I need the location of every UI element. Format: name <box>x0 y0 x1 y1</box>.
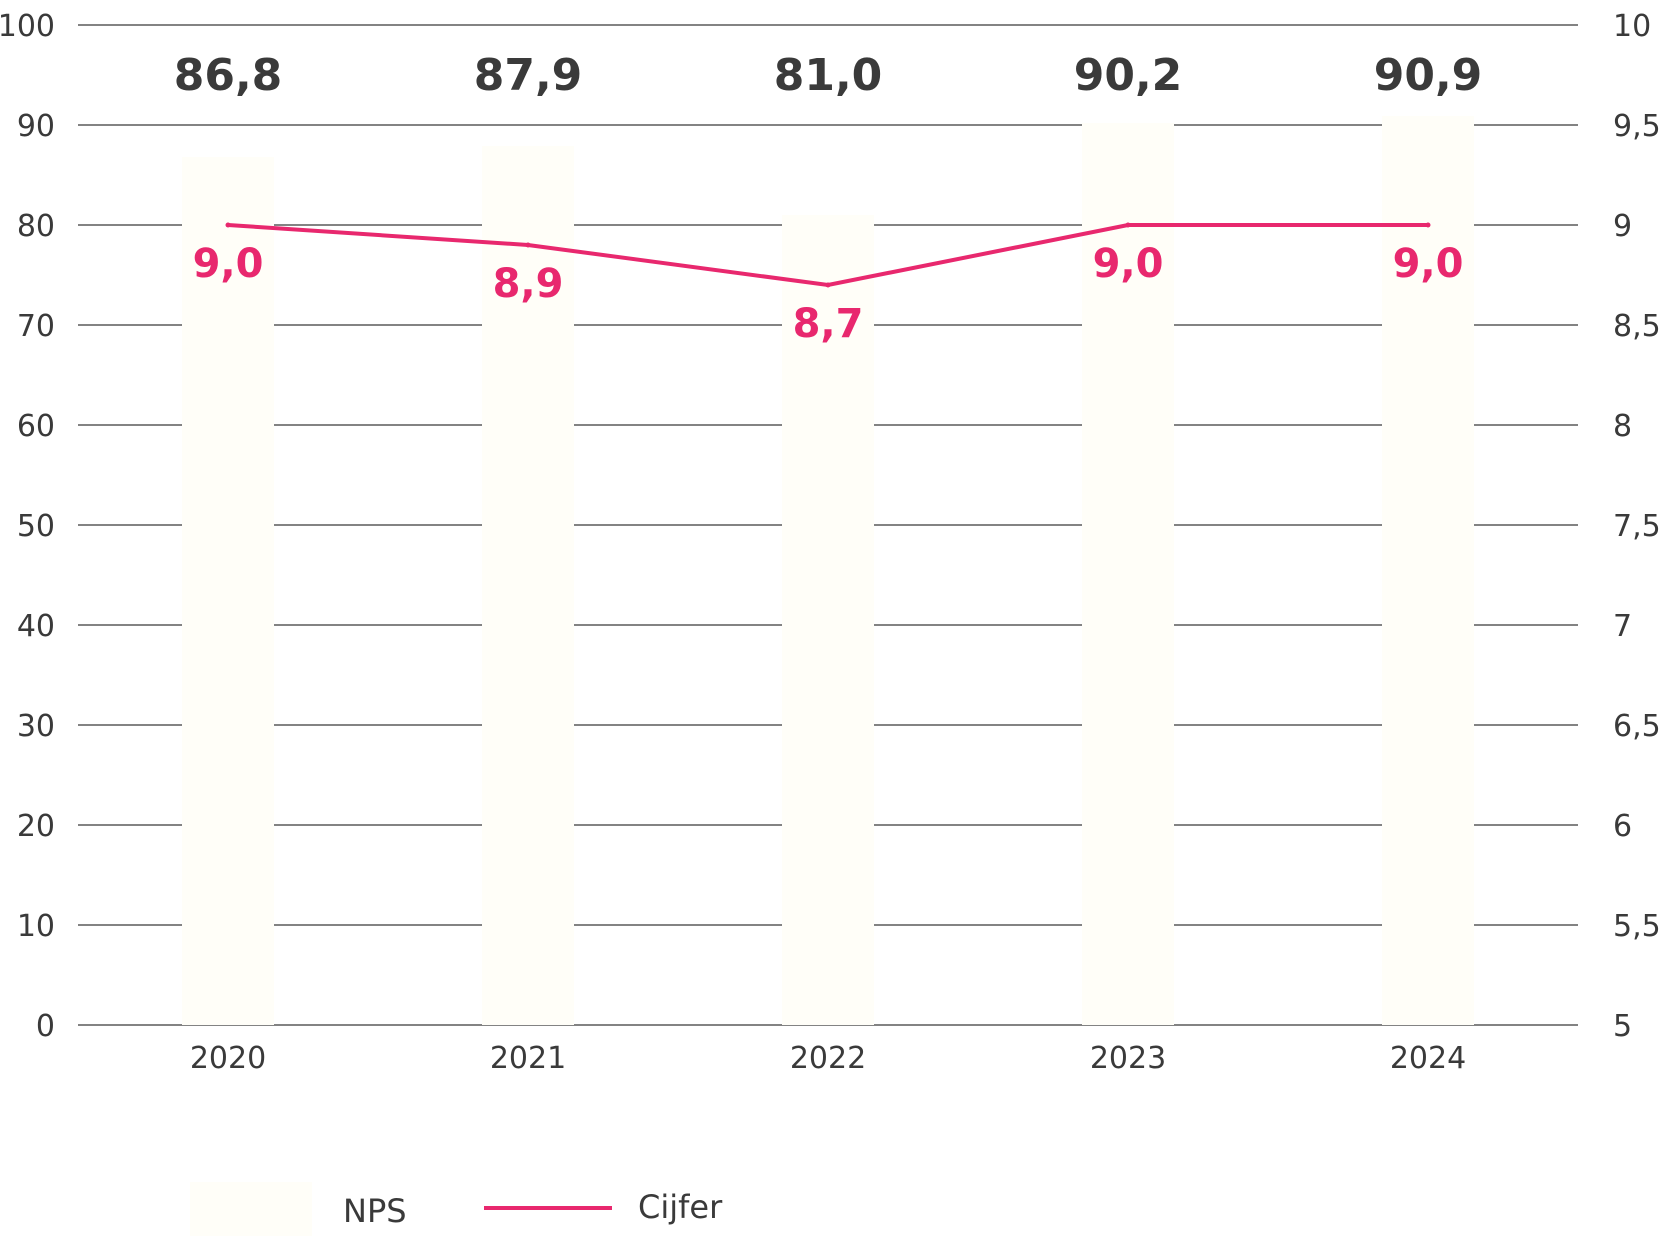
left-tick-label: 50 <box>17 509 55 544</box>
data-labels: 86,8 87,9 81,0 90,2 90,9 9,0 8,9 8,7 9,0 9,0 <box>174 50 1483 347</box>
right-tick-label: 9,5 <box>1613 109 1661 144</box>
nps-value-label: 81,0 <box>774 50 883 101</box>
x-tick-label: 2024 <box>1390 1041 1466 1076</box>
cijfer-value-label: 9,0 <box>1393 241 1464 287</box>
nps-bar <box>1382 116 1474 1025</box>
nps-value-label: 87,9 <box>474 50 583 101</box>
right-tick-label: 8 <box>1613 409 1632 444</box>
legend: NPS Cijfer <box>190 1182 723 1236</box>
cijfer-point <box>1425 222 1431 228</box>
left-axis-ticks: 0 10 20 30 40 50 60 70 80 90 100 <box>0 9 55 1044</box>
left-tick-label: 60 <box>17 409 55 444</box>
nps-bar <box>1082 123 1174 1025</box>
left-tick-label: 30 <box>17 709 55 744</box>
left-tick-label: 90 <box>17 109 55 144</box>
cijfer-value-label: 8,7 <box>793 301 864 347</box>
right-tick-label: 6,5 <box>1613 709 1661 744</box>
nps-bar <box>182 157 274 1025</box>
x-tick-label: 2021 <box>490 1041 566 1076</box>
cijfer-point <box>225 222 231 228</box>
right-tick-label: 7,5 <box>1613 509 1661 544</box>
left-tick-label: 70 <box>17 309 55 344</box>
x-tick-label: 2022 <box>790 1041 866 1076</box>
right-tick-label: 9 <box>1613 209 1632 244</box>
right-tick-label: 8,5 <box>1613 309 1661 344</box>
legend-nps-label: NPS <box>343 1192 407 1230</box>
nps-bars <box>182 116 1474 1025</box>
cijfer-point <box>825 282 831 288</box>
cijfer-value-label: 9,0 <box>193 241 264 287</box>
left-tick-label: 40 <box>17 609 55 644</box>
left-tick-label: 0 <box>36 1009 55 1044</box>
right-tick-label: 5,5 <box>1613 909 1661 944</box>
right-tick-label: 6 <box>1613 809 1632 844</box>
right-tick-label: 5 <box>1613 1009 1632 1044</box>
right-tick-label: 7 <box>1613 609 1632 644</box>
right-axis-ticks: 5 5,5 6 6,5 7 7,5 8 8,5 9 9,5 10 <box>1613 9 1661 1044</box>
cijfer-value-label: 8,9 <box>493 261 564 307</box>
right-tick-label: 10 <box>1613 9 1651 44</box>
cijfer-line-series <box>225 222 1431 288</box>
left-tick-label: 80 <box>17 209 55 244</box>
x-axis-ticks: 2020 2021 2022 2023 2024 <box>190 1041 1466 1076</box>
legend-nps-swatch <box>190 1182 312 1236</box>
x-tick-label: 2023 <box>1090 1041 1166 1076</box>
legend-cijfer-label: Cijfer <box>638 1188 723 1226</box>
nps-value-label: 90,2 <box>1074 50 1183 101</box>
left-tick-label: 100 <box>0 9 55 44</box>
x-tick-label: 2020 <box>190 1041 266 1076</box>
left-tick-label: 20 <box>17 809 55 844</box>
nps-value-label: 86,8 <box>174 50 283 101</box>
nps-bar <box>482 146 574 1025</box>
cijfer-point <box>1125 222 1131 228</box>
nps-value-label: 90,9 <box>1374 50 1483 101</box>
nps-bar <box>782 215 874 1025</box>
cijfer-value-label: 9,0 <box>1093 241 1164 287</box>
cijfer-point <box>525 242 531 248</box>
left-tick-label: 10 <box>17 909 55 944</box>
